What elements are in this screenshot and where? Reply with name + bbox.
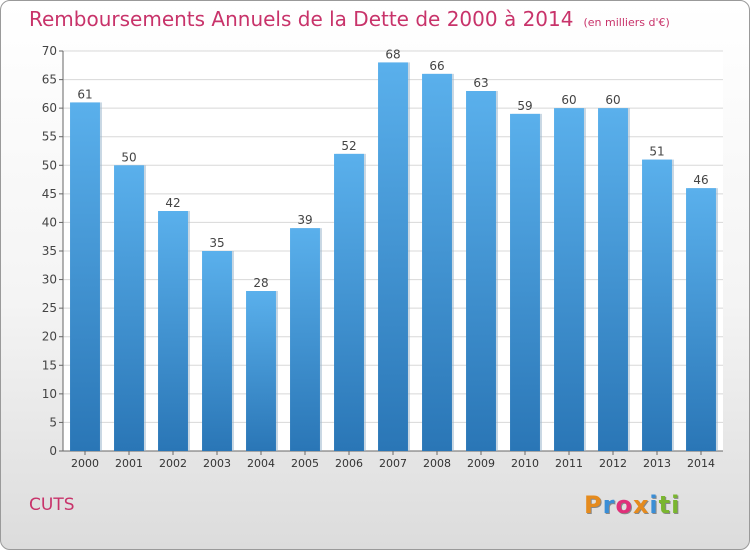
bar-2001 xyxy=(114,165,144,452)
data-label: 66 xyxy=(429,59,444,73)
y-tick-label: 55 xyxy=(42,130,57,144)
x-tick-label: 2000 xyxy=(71,457,99,470)
data-label: 35 xyxy=(209,236,224,250)
y-tick-label: 15 xyxy=(42,358,57,372)
x-tick-label: 2007 xyxy=(379,457,407,470)
x-tick-label: 2013 xyxy=(643,457,671,470)
data-label: 46 xyxy=(693,173,708,187)
logo-letter: t xyxy=(658,491,672,519)
y-tick-label: 40 xyxy=(42,215,57,229)
title-text: Remboursements Annuels de la Dette de 20… xyxy=(29,7,574,31)
unit-label: (en milliers d'€) xyxy=(583,16,670,29)
data-label: 60 xyxy=(561,93,576,107)
data-label: 60 xyxy=(605,93,620,107)
data-label: 28 xyxy=(253,276,268,290)
x-tick-label: 2005 xyxy=(291,457,319,470)
bar-2002 xyxy=(158,211,188,451)
bar-2010 xyxy=(510,113,540,451)
data-label: 68 xyxy=(385,47,400,61)
data-label: 63 xyxy=(473,76,488,90)
logo-letter: i xyxy=(671,491,681,519)
y-tick-label: 5 xyxy=(49,415,57,429)
data-label: 39 xyxy=(297,213,312,227)
y-tick-label: 65 xyxy=(42,73,57,87)
bar-2006 xyxy=(334,153,364,451)
y-tick-label: 10 xyxy=(42,387,57,401)
data-label: 52 xyxy=(341,139,356,153)
y-tick-label: 30 xyxy=(42,273,57,287)
x-tick-label: 2002 xyxy=(159,457,187,470)
bar-2003 xyxy=(202,251,232,451)
y-tick-label: 50 xyxy=(42,158,57,172)
bar-2004 xyxy=(246,291,276,451)
x-tick-label: 2003 xyxy=(203,457,231,470)
logo-letter: r xyxy=(602,491,616,519)
y-tick-label: 60 xyxy=(42,101,57,115)
bar-2012 xyxy=(598,108,628,452)
chart-title: Remboursements Annuels de la Dette de 20… xyxy=(29,7,670,31)
bar-2011 xyxy=(554,108,584,452)
data-label: 61 xyxy=(77,87,92,101)
x-tick-label: 2008 xyxy=(423,457,451,470)
x-tick-label: 2012 xyxy=(599,457,627,470)
commune-name: CUTS xyxy=(29,495,75,515)
y-tick-label: 35 xyxy=(42,244,57,258)
bar-2009 xyxy=(466,91,496,451)
logo-letter: i xyxy=(649,491,659,519)
x-tick-label: 2014 xyxy=(687,457,715,470)
y-tick-label: 70 xyxy=(42,44,57,58)
bar-2005 xyxy=(290,228,320,451)
x-tick-label: 2011 xyxy=(555,457,583,470)
x-tick-label: 2001 xyxy=(115,457,143,470)
y-tick-label: 25 xyxy=(42,301,57,315)
logo-letter: x xyxy=(632,491,650,519)
data-label: 50 xyxy=(121,150,136,164)
x-tick-label: 2004 xyxy=(247,457,275,470)
y-tick-label: 45 xyxy=(42,187,57,201)
x-tick-label: 2006 xyxy=(335,457,363,470)
x-tick-label: 2009 xyxy=(467,457,495,470)
bar-2007 xyxy=(378,62,408,452)
bar-2013 xyxy=(642,159,672,452)
logo-letter: o xyxy=(615,491,633,519)
data-label: 59 xyxy=(517,99,532,113)
bar-2000 xyxy=(70,102,100,451)
data-label: 42 xyxy=(165,196,180,210)
data-label: 51 xyxy=(649,145,664,159)
x-tick-label: 2010 xyxy=(511,457,539,470)
y-tick-label: 20 xyxy=(42,330,57,344)
bar-2008 xyxy=(422,73,452,451)
y-tick-label: 0 xyxy=(49,444,57,458)
proxiti-logo[interactable]: Proxiti xyxy=(584,491,680,519)
bar-2014 xyxy=(686,188,716,451)
logo-letter: P xyxy=(584,491,603,519)
